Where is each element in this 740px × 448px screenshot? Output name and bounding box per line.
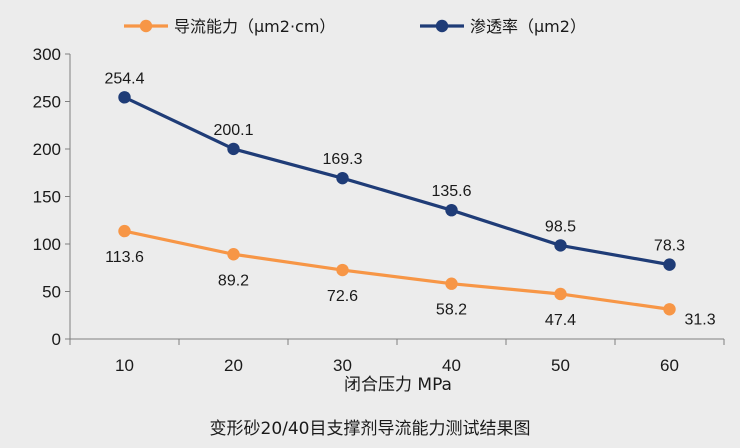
data-label: 200.1 xyxy=(213,122,253,139)
data-point xyxy=(445,203,458,217)
data-point xyxy=(445,277,458,290)
data-point xyxy=(554,287,567,301)
series-line-1 xyxy=(124,229,670,311)
data-label: 169.3 xyxy=(322,151,362,168)
x-tick-label: 50 xyxy=(551,356,570,375)
y-tick-label: 100 xyxy=(33,235,61,254)
y-tick-label: 200 xyxy=(33,140,61,159)
y-tick-label: 150 xyxy=(33,188,61,207)
data-point xyxy=(118,91,131,104)
y-tick-label: 0 xyxy=(52,330,61,349)
data-label: 98.5 xyxy=(545,218,576,235)
legend: 导流能力（μm2·cm） 渗透率（μm2） xyxy=(124,17,586,36)
x-tick-label: 40 xyxy=(442,356,461,375)
data-point xyxy=(336,263,349,277)
x-tick-label: 10 xyxy=(115,356,134,375)
x-tick-label: 20 xyxy=(224,356,243,375)
legend-label: 导流能力（μm2·cm） xyxy=(174,17,335,36)
y-tick-label: 300 xyxy=(33,45,61,64)
data-label: 254.4 xyxy=(104,70,144,87)
data-point xyxy=(118,224,131,238)
data-point xyxy=(227,248,240,261)
legend-swatch-marker xyxy=(435,19,449,33)
legend-label: 渗透率（μm2） xyxy=(470,17,586,36)
data-label: 113.6 xyxy=(105,249,144,266)
data-label: 135.6 xyxy=(431,183,471,200)
data-label: 58.2 xyxy=(436,302,467,319)
chart-caption: 变形砂20/40目支撑剂导流能力测试结果图 xyxy=(210,419,531,439)
data-point xyxy=(554,239,567,252)
data-point xyxy=(227,142,240,156)
legend-swatch-marker xyxy=(139,19,153,33)
data-label: 78.3 xyxy=(654,238,685,255)
series-line-2 xyxy=(123,95,670,267)
data-label: 72.6 xyxy=(327,288,358,305)
axes: 0 50 100 150 200 250 300 10 20 30 40 50 60 xyxy=(33,45,725,375)
y-tick-label: 250 xyxy=(33,93,61,112)
x-axis-label: 闭合压力 MPa xyxy=(344,375,452,395)
y-tick-label: 50 xyxy=(42,283,61,302)
x-tick-label: 60 xyxy=(660,356,679,375)
data-point xyxy=(336,171,349,185)
data-point xyxy=(663,258,676,271)
data-label: 47.4 xyxy=(545,312,576,329)
data-label: 31.3 xyxy=(685,311,716,328)
series-group: 113.6 89.2 72.6 58.2 47.4 31.3 254.4 200.1 169.3… xyxy=(104,70,715,329)
data-point xyxy=(663,303,676,316)
data-label: 89.2 xyxy=(218,272,249,289)
x-tick-label: 30 xyxy=(333,356,352,375)
